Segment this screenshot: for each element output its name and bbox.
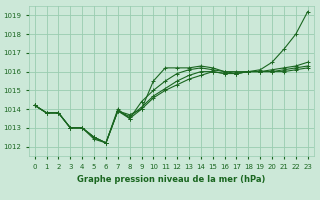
X-axis label: Graphe pression niveau de la mer (hPa): Graphe pression niveau de la mer (hPa) (77, 175, 265, 184)
